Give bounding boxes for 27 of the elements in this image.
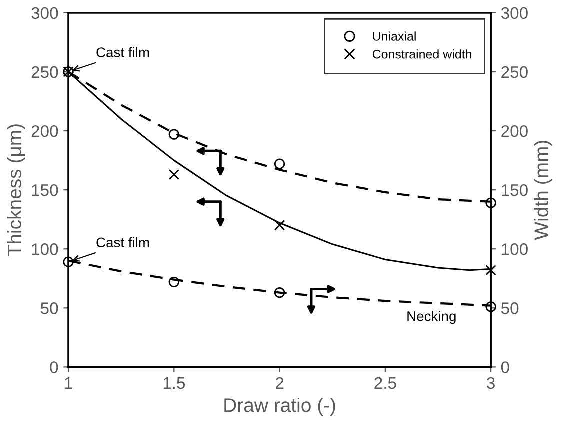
x-tick-label: 1: [65, 378, 72, 389]
y2-tick-label: 300: [501, 7, 528, 20]
legend-label: Constrained width: [372, 50, 472, 59]
legend-label: Uniaxial: [373, 32, 416, 41]
y-tick-label: 250: [32, 66, 58, 78]
x-tick-label: 2.5: [374, 377, 396, 390]
y2-tick-label: 150: [502, 184, 528, 196]
x-tick-label: 1.5: [164, 378, 186, 390]
annotation: Cast film: [96, 47, 150, 58]
y-tick-label: 50: [40, 302, 58, 314]
x-tick-label: 2: [276, 377, 284, 389]
y-tick-label: 200: [32, 125, 58, 138]
y-tick-label: 300: [32, 7, 58, 20]
y-tick-label: 0: [50, 362, 58, 374]
x-tick-label: 3: [487, 377, 495, 390]
y2-tick-label: 50: [501, 302, 519, 314]
annotation: Cast film: [96, 237, 150, 248]
y-tick-label: 100: [32, 244, 58, 256]
x-axis-title: Draw ratio (-): [224, 398, 336, 416]
y2-tick-label: 100: [502, 244, 528, 256]
y2-tick-label: 200: [502, 125, 528, 138]
y2-axis-title: Width (mm): [534, 141, 552, 240]
y2-tick-label: 0: [501, 362, 510, 374]
annotation: Necking: [408, 311, 456, 324]
y2-tick-label: 250: [502, 66, 528, 78]
y-tick-label: 150: [32, 184, 58, 196]
y-axis-title: Thickness (μm): [7, 124, 26, 256]
